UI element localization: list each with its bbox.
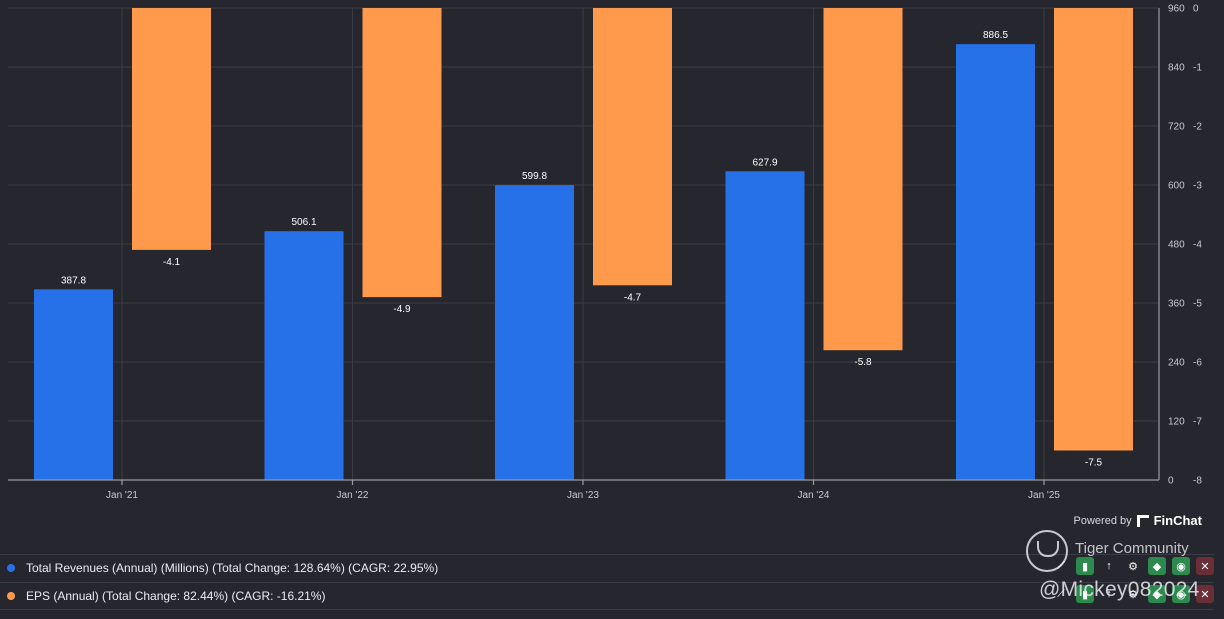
eps-bar[interactable] bbox=[362, 8, 442, 298]
revenue-data-label: 506.1 bbox=[291, 217, 316, 228]
legend-row-actions: ⟋ ▮ ↑ ⚙ ◆ ◉ ✕ bbox=[1052, 585, 1214, 603]
x-tick-label: Jan '24 bbox=[798, 490, 830, 501]
y-left-tick-label: 120 bbox=[1168, 417, 1185, 428]
axis-layer: 0 0 120 -1 240 -2 360 -3 480 -4 600 -5 720 -6 840 -7 960… bbox=[8, 4, 1202, 501]
gear-icon[interactable]: ⚙ bbox=[1128, 588, 1138, 601]
y-right-tick-label: -7 bbox=[1193, 417, 1202, 428]
revenue-bar[interactable] bbox=[495, 185, 574, 480]
revenue-bar[interactable] bbox=[34, 289, 113, 480]
y-left-tick-label: 360 bbox=[1168, 299, 1185, 310]
revenue-bar[interactable] bbox=[264, 231, 344, 480]
y-right-tick-label: -3 bbox=[1193, 181, 1202, 192]
chart-area: 387.8 506.1 599.8 627.9 886.5 -4.1 -4.9 -4.7 -5.… bbox=[8, 4, 1202, 501]
eps-bar[interactable] bbox=[1054, 8, 1133, 451]
close-icon[interactable]: ✕ bbox=[1196, 585, 1214, 603]
bars-layer bbox=[34, 8, 1133, 480]
revenue-data-label: 599.8 bbox=[522, 171, 547, 182]
y-left-tick-label: 720 bbox=[1168, 122, 1185, 133]
y-right-tick-label: -1 bbox=[1193, 63, 1202, 74]
powered-by: Powered by FinChat bbox=[1074, 513, 1202, 528]
bar-chart-icon[interactable]: ▮ bbox=[1076, 585, 1094, 603]
legend-dot-eps bbox=[7, 592, 15, 600]
eps-bar[interactable] bbox=[132, 8, 211, 250]
eps-data-label: -4.9 bbox=[393, 304, 411, 315]
eye-icon[interactable]: ◉ bbox=[1172, 557, 1190, 575]
revenue-data-label: 886.5 bbox=[983, 30, 1008, 41]
eps-bar[interactable] bbox=[593, 8, 672, 286]
revenue-data-label: 387.8 bbox=[61, 275, 86, 286]
x-tick-label: Jan '23 bbox=[567, 490, 599, 501]
chart-svg: 387.8 506.1 599.8 627.9 886.5 -4.1 -4.9 -4.7 -5.… bbox=[8, 4, 1202, 501]
y-left-tick-label: 480 bbox=[1168, 240, 1185, 251]
eye-icon[interactable]: ◉ bbox=[1172, 585, 1190, 603]
revenue-data-label: 627.9 bbox=[752, 157, 777, 168]
y-left-tick-label: 840 bbox=[1168, 63, 1185, 74]
powered-by-brand: FinChat bbox=[1153, 513, 1202, 528]
y-right-tick-label: -5 bbox=[1193, 299, 1202, 310]
eps-data-label: -7.5 bbox=[1085, 458, 1103, 469]
y-left-tick-label: 960 bbox=[1168, 4, 1185, 15]
legend-row-revenues[interactable]: Total Revenues (Annual) (Millions) (Tota… bbox=[0, 554, 1214, 581]
eps-data-label: -4.1 bbox=[163, 257, 181, 268]
legend-row-eps[interactable]: EPS (Annual) (Total Change: 82.44%) (CAG… bbox=[0, 582, 1214, 610]
y-left-tick-label: 600 bbox=[1168, 181, 1185, 192]
x-tick-label: Jan '22 bbox=[337, 490, 369, 501]
legend-row-actions: ⟋ ▮ ↑ ⚙ ◆ ◉ ✕ bbox=[1052, 557, 1214, 575]
y-right-tick-label: 0 bbox=[1193, 4, 1199, 15]
sort-icon[interactable]: ↑ bbox=[1106, 560, 1112, 572]
tag-icon[interactable]: ◆ bbox=[1148, 585, 1166, 603]
finchat-logo-icon bbox=[1136, 514, 1149, 527]
revenue-bar[interactable] bbox=[725, 171, 805, 480]
gear-icon[interactable]: ⚙ bbox=[1128, 560, 1138, 573]
tag-icon[interactable]: ◆ bbox=[1148, 557, 1166, 575]
trend-icon[interactable]: ⟋ bbox=[1057, 559, 1065, 572]
labels-layer: 387.8 506.1 599.8 627.9 886.5 -4.1 -4.9 -4.7 -5.… bbox=[61, 30, 1103, 468]
legend-text-revenues: Total Revenues (Annual) (Millions) (Tota… bbox=[26, 561, 439, 575]
sort-icon[interactable]: ↑ bbox=[1106, 588, 1112, 600]
x-tick-label: Jan '21 bbox=[106, 490, 138, 501]
y-left-tick-label: 240 bbox=[1168, 358, 1185, 369]
powered-by-label: Powered by bbox=[1073, 514, 1132, 527]
y-right-tick-label: -8 bbox=[1193, 476, 1202, 487]
y-right-tick-label: -4 bbox=[1193, 240, 1202, 251]
legend-text-eps: EPS (Annual) (Total Change: 82.44%) (CAG… bbox=[26, 589, 326, 603]
x-tick-label: Jan '25 bbox=[1028, 490, 1060, 501]
eps-data-label: -5.8 bbox=[854, 357, 872, 368]
revenue-bar[interactable] bbox=[956, 44, 1035, 480]
legend-dot-revenues bbox=[7, 564, 15, 572]
trend-icon[interactable]: ⟋ bbox=[1057, 587, 1065, 600]
bar-chart-icon[interactable]: ▮ bbox=[1076, 557, 1094, 575]
y-right-tick-label: -6 bbox=[1193, 358, 1202, 369]
y-right-tick-label: -2 bbox=[1193, 122, 1202, 133]
close-icon[interactable]: ✕ bbox=[1196, 557, 1214, 575]
eps-data-label: -4.7 bbox=[624, 292, 642, 303]
y-left-tick-label: 0 bbox=[1168, 476, 1174, 487]
eps-bar[interactable] bbox=[823, 8, 903, 351]
